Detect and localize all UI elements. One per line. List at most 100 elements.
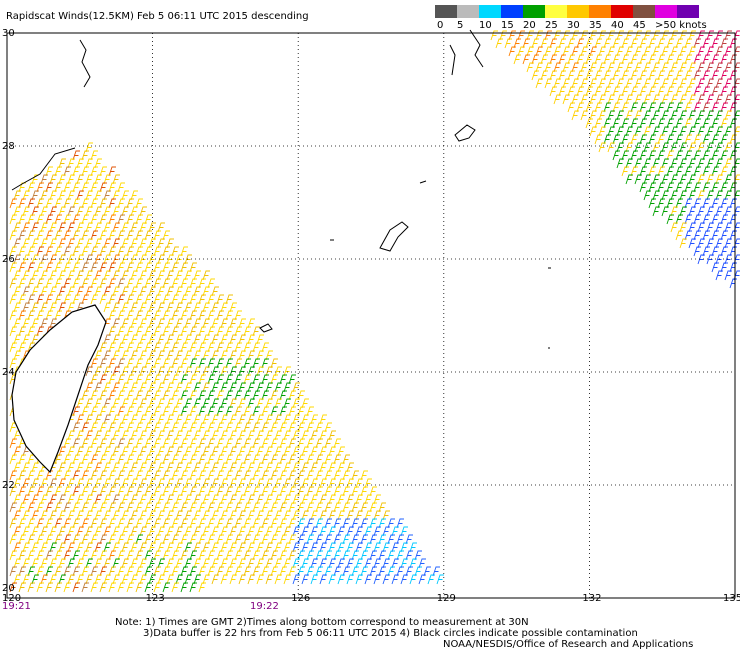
wind-barb [130,366,138,377]
wind-barb [688,174,696,185]
wind-barb [121,446,129,457]
wind-barb [652,94,660,105]
wind-barb [117,406,125,417]
wind-barb [171,582,179,593]
wind-barb [117,278,125,289]
wind-barb [153,310,161,321]
wind-barb [549,38,557,49]
wind-barb [76,542,84,553]
wind-barb [243,406,251,417]
wind-barb [234,326,242,337]
wind-barb [648,134,656,145]
wind-barb [135,294,143,305]
wind-barb [270,374,278,385]
lon-label: 120 [2,593,21,604]
wind-barb [639,38,647,49]
wind-barb [306,550,314,561]
wind-barb [31,478,39,489]
wind-barb [720,70,728,81]
wind-barb [54,166,62,177]
wind-barb [301,542,309,553]
wind-barb [279,486,287,497]
wind-barb [193,494,201,505]
wind-barb [193,526,201,537]
wind-barb [207,374,215,385]
lon-label: 126 [291,593,310,604]
wind-barb [229,494,237,505]
wind-barb [306,502,314,513]
wind-barb [697,126,705,137]
wind-barb [265,574,273,585]
wind-barb [652,158,660,169]
wind-barb [630,70,638,81]
lat-label: 28 [2,141,15,152]
wind-barb [180,550,188,561]
wind-barb [139,318,147,329]
wind-barb [22,542,30,553]
wind-barb [63,230,71,241]
wind-barb [378,566,386,577]
wind-barb [112,318,120,329]
wind-barb [238,382,246,393]
wind-barb [94,270,102,281]
wind-barb [90,470,98,481]
wind-barb [270,422,278,433]
wind-barb [103,302,111,313]
wind-barb [261,422,269,433]
wind-barb [697,222,705,233]
wind-barb [202,334,210,345]
wind-barb [310,526,318,537]
wind-barb [49,190,57,201]
wind-barb [724,174,732,185]
wind-barb [103,430,111,441]
wind-barb [256,526,264,537]
wind-barb [724,222,732,233]
wind-barb [63,438,71,449]
wind-barb [657,118,665,129]
wind-barb [679,142,687,153]
wind-barb [351,566,359,577]
wind-barb [81,550,89,561]
wind-barb [54,502,62,513]
wind-barb [40,238,48,249]
wind-barb [657,70,665,81]
wind-barb [661,126,669,137]
wind-barb [31,302,39,313]
wind-barb [702,214,710,225]
wind-barb [108,454,116,465]
wind-barb [252,534,260,545]
wind-barb [108,214,116,225]
wind-barb [684,38,692,49]
wind-barb [211,542,219,553]
wind-barb [216,406,224,417]
wind-barb [333,566,341,577]
wind-barb [202,350,210,361]
wind-barb [171,470,179,481]
wind-barb [193,318,201,329]
legend-label: 20 [523,20,536,31]
wind-barb [229,558,237,569]
wind-barb [175,414,183,425]
wind-barb [108,342,116,353]
wind-barb [238,446,246,457]
wind-barb [301,398,309,409]
wind-barb [171,342,179,353]
wind-barb [697,30,705,41]
wind-barb [517,30,525,41]
wind-barb [72,294,80,305]
wind-barb [697,142,705,153]
wind-barb [94,238,102,249]
wind-barb [337,574,345,585]
wind-barb [153,406,161,417]
wind-barb [706,62,714,73]
wind-barb [166,366,174,377]
wind-barb [130,350,138,361]
wind-barb [171,566,179,577]
wind-barb [81,582,89,593]
wind-barb [414,550,422,561]
wind-barb [333,550,341,561]
wind-barb [580,46,588,57]
wind-barb [153,262,161,273]
wind-barb [126,262,134,273]
wind-barb [288,390,296,401]
